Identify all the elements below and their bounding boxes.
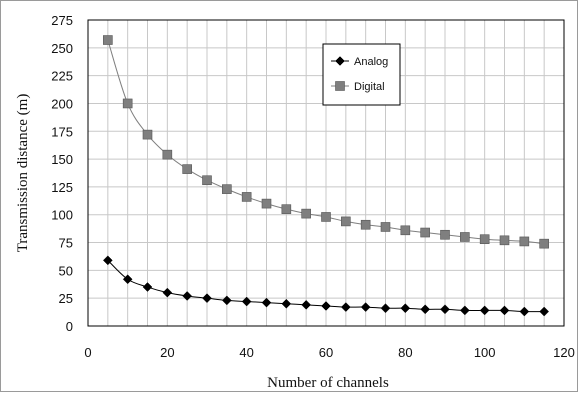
data-point-digital: [440, 229, 450, 240]
y-tick-label: 225: [51, 69, 73, 84]
data-point-digital: [460, 232, 470, 242]
data-point-digital: [539, 238, 549, 249]
legend-label-analog: Analog: [354, 56, 388, 68]
data-point-analog: [202, 293, 212, 304]
data-point-digital: [360, 219, 371, 230]
data-point-analog: [261, 297, 272, 308]
data-point-analog: [122, 274, 133, 285]
x-tick-label: 60: [319, 345, 333, 360]
y-tick-label: 175: [51, 124, 73, 139]
y-tick-label: 275: [51, 13, 73, 28]
x-tick-label: 20: [160, 345, 174, 360]
series-digital: [103, 35, 549, 249]
legend-label-digital: Digital: [354, 81, 385, 93]
data-point-digital: [202, 175, 212, 186]
x-axis-title: Number of channels: [267, 375, 389, 391]
data-point-digital: [281, 204, 292, 214]
x-tick-label: 120: [553, 345, 575, 360]
x-tick-label: 40: [239, 345, 253, 360]
data-point-analog: [162, 287, 173, 298]
y-tick-label: 250: [51, 41, 73, 56]
data-point-analog: [221, 295, 232, 306]
data-point-digital: [222, 184, 232, 194]
data-point-analog: [420, 304, 431, 315]
data-point-analog: [281, 298, 292, 309]
data-point-analog: [499, 305, 510, 316]
data-point-digital: [519, 236, 530, 247]
y-tick-label: 25: [59, 291, 73, 306]
y-tick-label: 50: [59, 263, 73, 278]
data-point-analog: [241, 296, 252, 307]
data-point-analog: [459, 305, 470, 316]
y-tick-label: 150: [51, 152, 73, 167]
data-point-digital: [301, 208, 311, 219]
data-point-digital: [380, 222, 391, 232]
legend-marker-analog: [335, 56, 345, 66]
data-point-analog: [479, 305, 490, 316]
data-point-analog: [400, 303, 411, 314]
data-point-digital: [479, 234, 490, 245]
data-point-analog: [440, 304, 450, 315]
y-tick-label: 125: [51, 180, 73, 195]
data-point-digital: [499, 235, 510, 246]
data-point-digital: [142, 129, 153, 140]
data-point-digital: [420, 227, 430, 238]
data-point-analog: [102, 255, 113, 266]
data-point-digital: [182, 164, 192, 174]
y-tick-label: 0: [66, 319, 73, 334]
data-point-digital: [341, 216, 351, 227]
data-point-digital: [103, 35, 113, 45]
legend-marker-digital: [335, 81, 345, 91]
x-tick-label: 0: [84, 345, 91, 360]
tick-labels: 0 20 40 60 80 100 120 0 25 50 75 100 125 150 175 200 225…: [51, 13, 575, 360]
data-point-digital: [162, 149, 173, 160]
data-point-analog: [380, 303, 391, 314]
data-point-digital: [122, 98, 133, 109]
plot-area: [87, 19, 565, 327]
legend-item-analog: Analog: [331, 56, 388, 68]
series-analog: [102, 255, 550, 317]
data-point-analog: [301, 300, 312, 310]
legend-box: [322, 43, 401, 106]
data-point-analog: [321, 301, 331, 311]
data-point-analog: [340, 302, 351, 312]
data-point-analog: [360, 302, 371, 312]
x-tick-label: 80: [398, 345, 412, 360]
y-tick-label: 100: [51, 208, 73, 223]
data-point-analog: [182, 291, 193, 301]
data-point-analog: [142, 282, 153, 292]
series-layer: [102, 35, 550, 317]
legend: Analog Digital: [322, 43, 401, 106]
data-point-digital: [400, 225, 411, 236]
y-axis-title: Transmission distance (m): [15, 94, 31, 253]
x-tick-label: 100: [474, 345, 496, 360]
y-tick-label: 75: [59, 236, 73, 251]
data-point-digital: [261, 198, 272, 209]
data-point-analog: [519, 306, 530, 317]
data-point-analog: [539, 306, 550, 317]
y-tick-label: 200: [51, 96, 73, 111]
data-point-digital: [321, 212, 331, 222]
legend-item-digital: Digital: [331, 81, 385, 93]
data-point-digital: [241, 192, 252, 202]
